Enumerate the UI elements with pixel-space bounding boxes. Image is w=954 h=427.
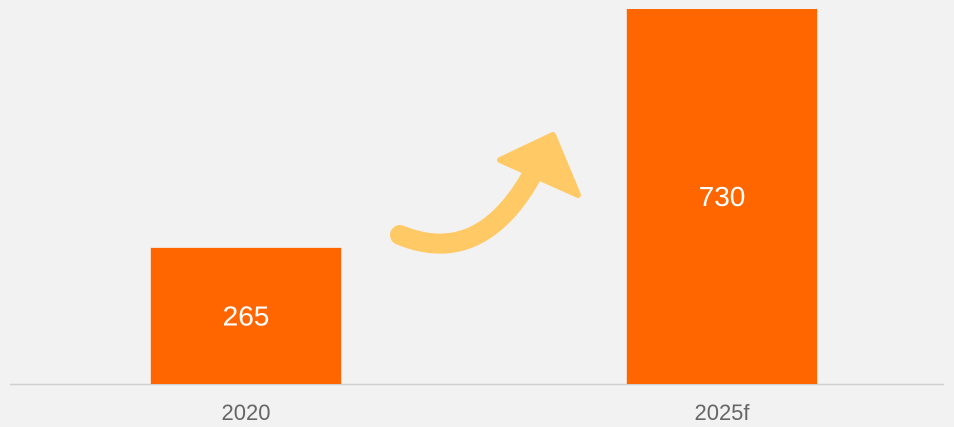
- arrow-head: [497, 132, 581, 198]
- value-label: 265: [223, 300, 270, 331]
- x-tick-label: 2020: [222, 400, 271, 425]
- value-label: 730: [699, 181, 746, 212]
- bar: [150, 247, 342, 384]
- growth-arrow: [390, 132, 581, 254]
- arrow-shaft: [390, 165, 542, 254]
- bar: [626, 9, 818, 384]
- x-tick-label: 2025f: [694, 400, 750, 425]
